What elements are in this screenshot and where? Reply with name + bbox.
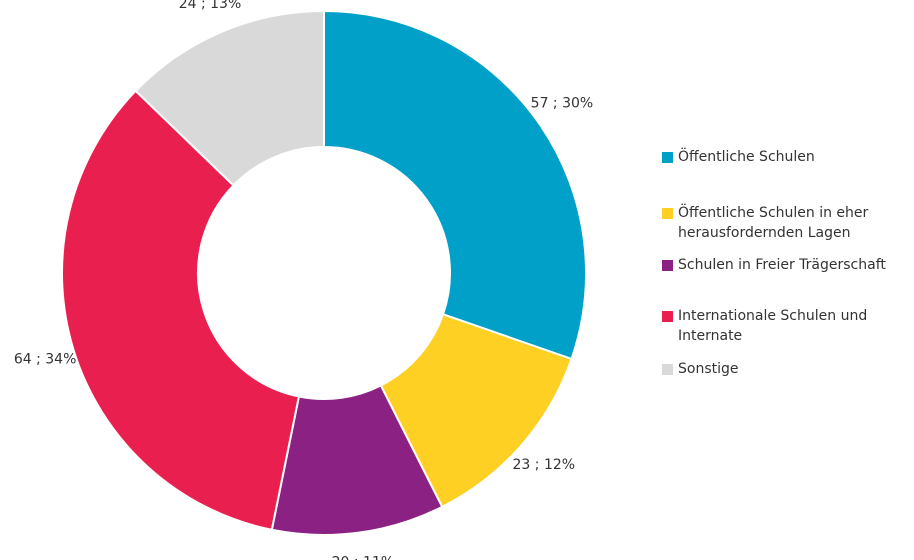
legend-swatch [662, 260, 673, 271]
legend-swatch [662, 311, 673, 322]
legend-label: Öffentliche Schulen [678, 149, 815, 165]
donut-slice [323, 9, 587, 361]
legend-item: Öffentliche Schulen in eher herausforder… [662, 203, 914, 243]
data-label: 24 ; 13% [179, 0, 242, 12]
legend-swatch [662, 364, 673, 375]
legend-item: Schulen in Freier Trägerschaft [662, 255, 914, 275]
data-label: 57 ; 30% [531, 96, 594, 112]
legend-label: Öffentliche Schulen in eher herausforder… [678, 205, 869, 241]
legend-swatch [662, 152, 673, 163]
donut-slice [134, 9, 325, 187]
legend-item: Öffentliche Schulen [662, 147, 914, 167]
legend-label: Schulen in Freier Trägerschaft [678, 257, 886, 273]
data-label: 20 ; 11% [332, 554, 395, 560]
legend-swatch [662, 208, 673, 219]
data-label: 23 ; 12% [513, 457, 576, 473]
donut-slice [61, 89, 301, 531]
legend-item: Sonstige [662, 359, 914, 379]
legend-item: Internationale Schulen und Internate [662, 306, 914, 346]
legend-label: Sonstige [678, 361, 739, 377]
legend-label: Internationale Schulen und Internate [678, 308, 868, 344]
data-label: 64 ; 34% [14, 352, 77, 368]
